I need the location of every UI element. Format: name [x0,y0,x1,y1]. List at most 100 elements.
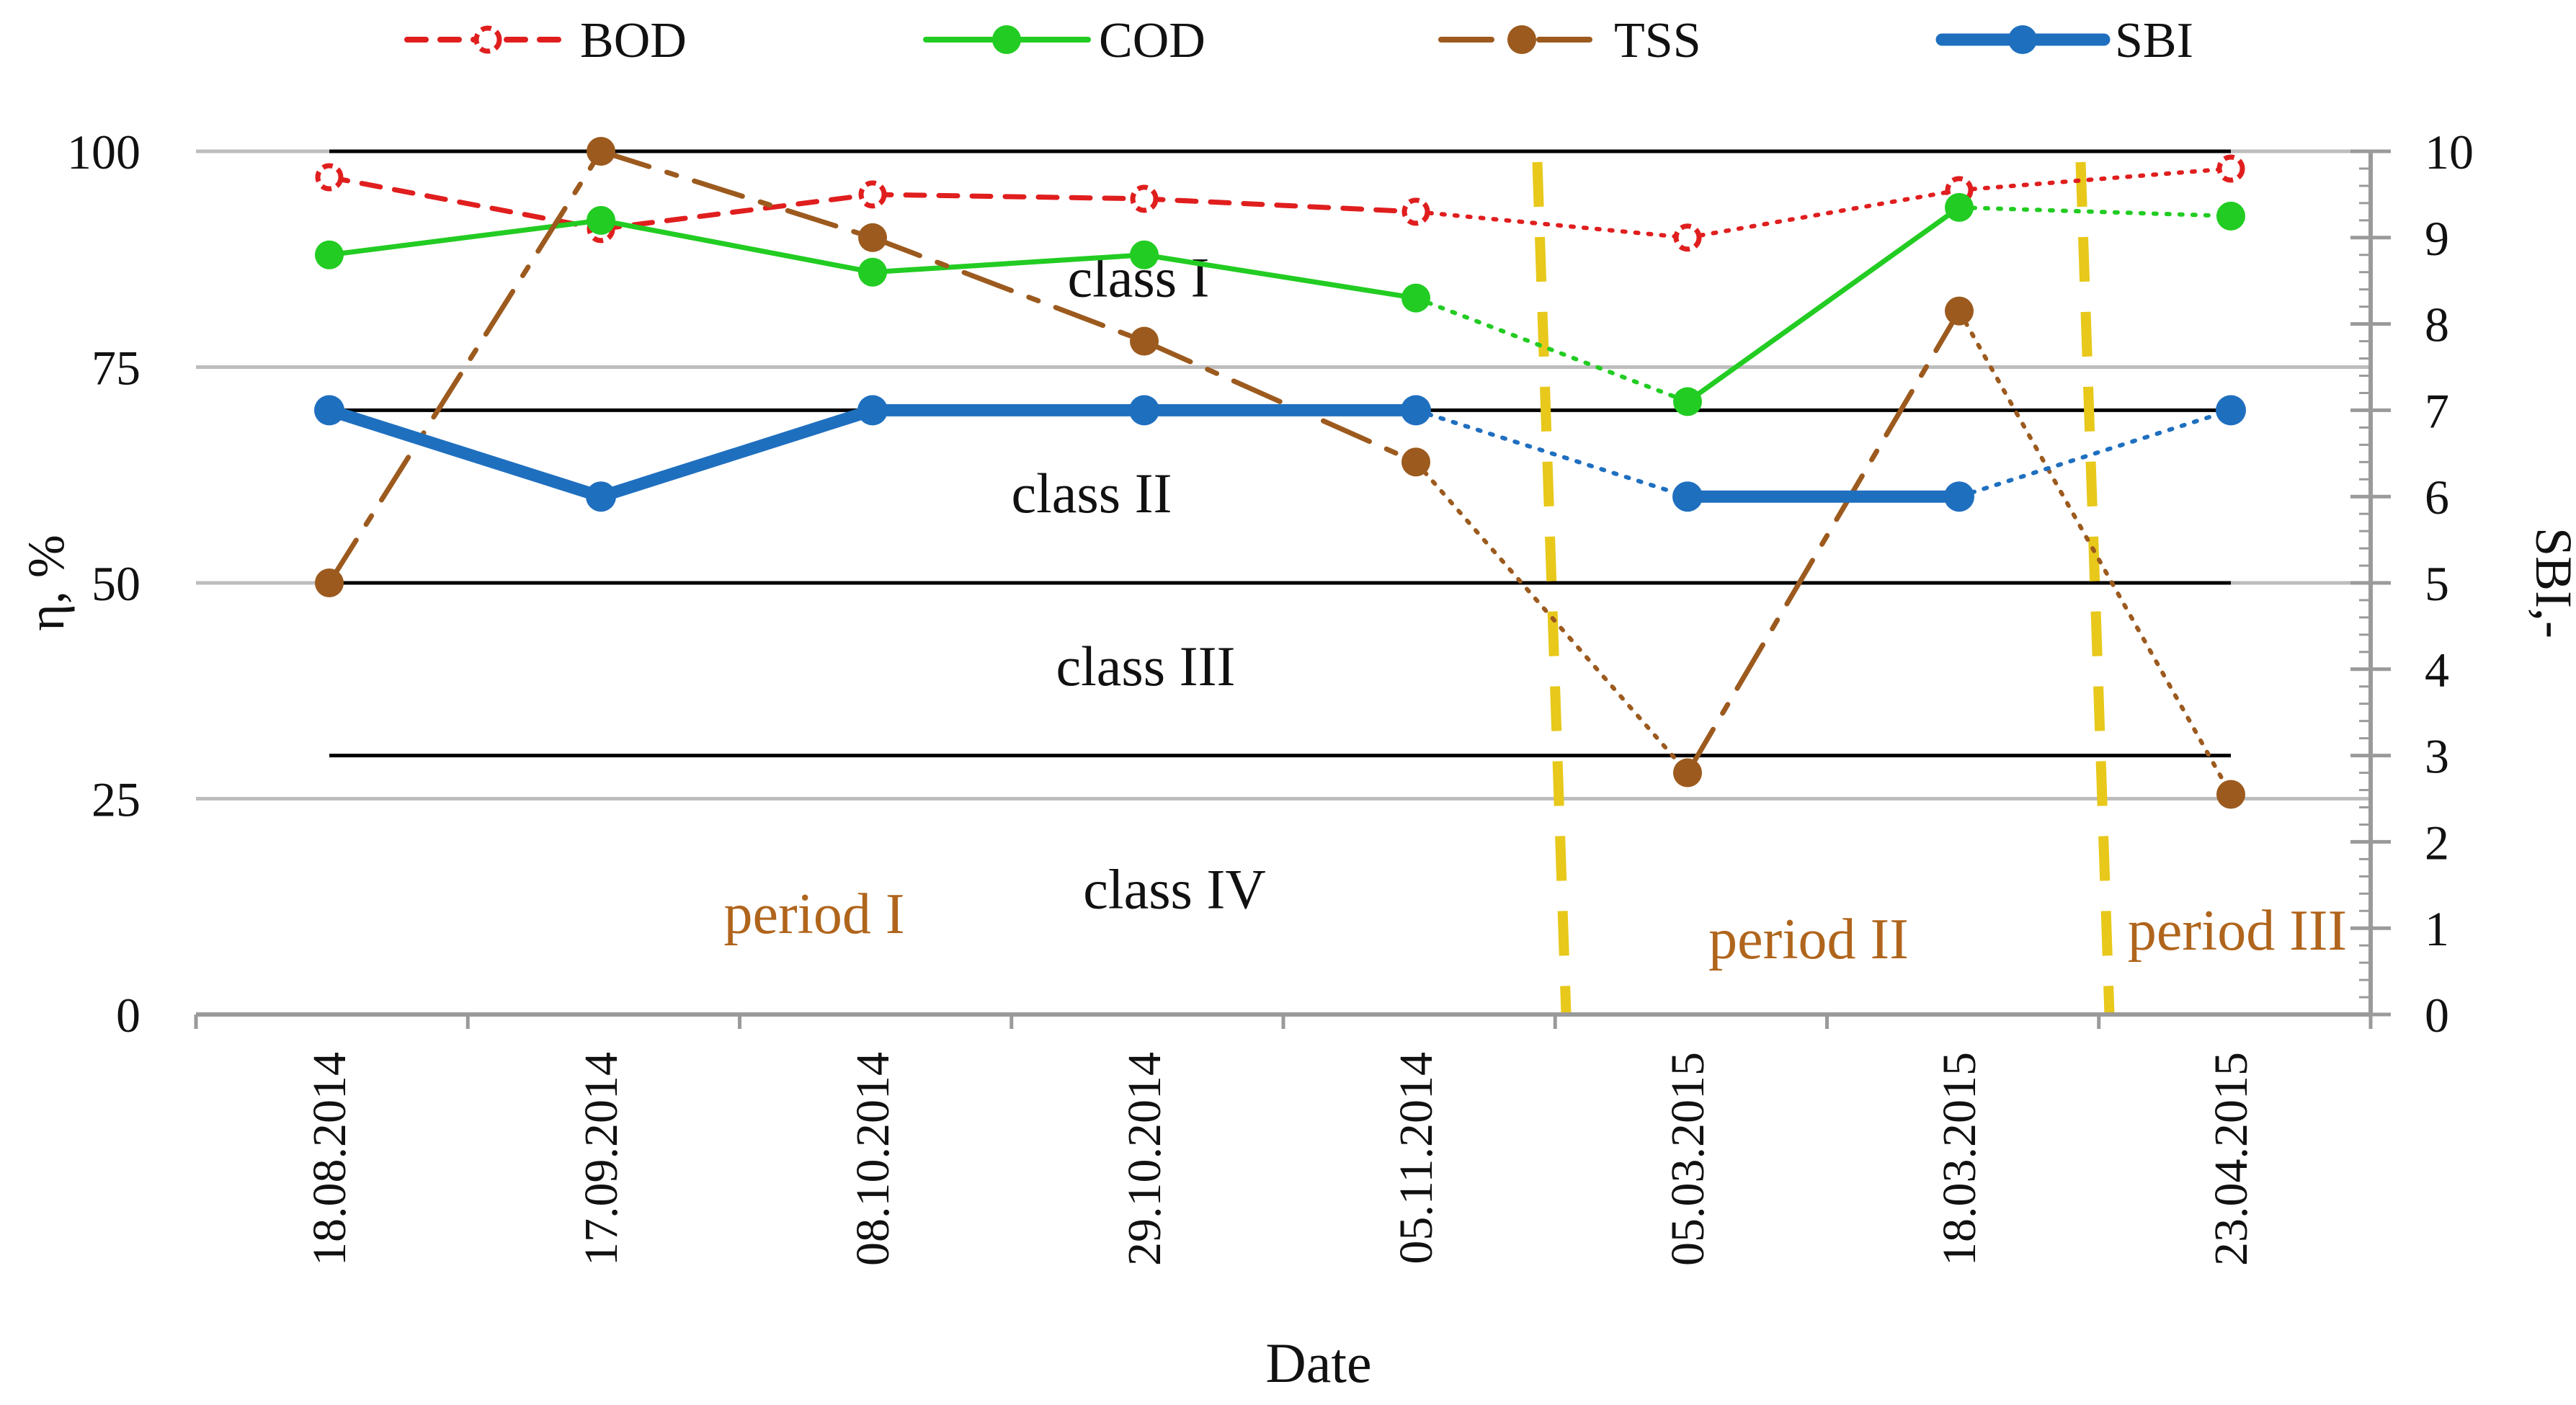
series-tss-marker [1401,447,1430,477]
period-divider-line [2075,161,2115,1015]
series-sbi-marker [586,481,616,512]
x-tick-label: 29.10.2014 [1118,1052,1171,1266]
legend-marker-bod [473,25,502,54]
legend: BOD COD TSS SBI [404,13,2193,68]
series-sbi-marker [1129,395,1159,426]
series-tss-segment [1414,460,1690,775]
y-left-tick-label: 0 [116,988,141,1043]
series-bod-marker [2216,154,2245,183]
series-cod-marker [315,240,344,269]
series-cod-marker [1945,192,1974,222]
series-sbi-marker [857,395,888,426]
series-cod-segment [1685,205,1962,404]
y-right-tick-label: 5 [2425,556,2449,611]
series-tss-segment [326,148,604,586]
series-sbi-marker [314,395,344,426]
y-right-tick-label: 3 [2425,729,2449,784]
series-sbi-segment [594,403,879,503]
series-bod-segment [1957,166,2233,192]
period-label: period I [723,883,904,946]
x-tick-label: 17.09.2014 [575,1052,628,1266]
legend-label-cod: COD [1099,13,1205,68]
class-label-bg [1043,850,1306,923]
series-bod-segment [598,192,875,232]
series-cod [315,192,2245,416]
series-bod-segment [1685,187,1961,240]
series-cod-marker [587,205,615,235]
x-tick-label: 05.03.2015 [1662,1052,1714,1266]
legend-marker-tss [1507,25,1536,54]
series-tss-marker [858,223,887,252]
series-sbi [314,395,2246,512]
series-sbi-marker [2216,395,2246,426]
class-label: class II [1011,462,1172,525]
legend-label-sbi: SBI [2115,13,2193,68]
series-tss-segment [1957,308,2233,797]
series-cod-segment [1141,252,1419,301]
y-right-tick-label: 9 [2425,211,2449,266]
period-dividers [1532,161,2115,1015]
series-sbi-marker [1944,481,1974,512]
series-bod-segment [1414,209,1690,240]
period-label: period III [2128,899,2347,963]
series-sbi-segment [1414,408,1690,499]
series-tss-segment [1141,339,1419,465]
class-label-bg [1001,627,1291,700]
y-right-tick-label: 7 [2425,383,2449,438]
y-left-axis-title: η, % [17,535,75,631]
series-tss-segment [598,148,875,241]
class-label: class III [1056,635,1235,697]
x-tick-label: 23.04.2015 [2205,1052,2258,1266]
series-cod-marker [858,257,887,287]
legend-marker-cod [992,25,1021,54]
series-tss-marker [2216,780,2245,809]
x-tick-label: 05.11.2014 [1390,1052,1443,1264]
class-label-bg [961,455,1223,527]
axes: 0 25 50 75 100 0 1 2 3 4 5 6 7 8 9 10 η, % SBI,- Date 18.08… [17,125,2576,1394]
y-right-axis-title: SBI,- [2525,527,2576,638]
series-sbi-segment [1957,408,2233,499]
series-bod-marker [1401,197,1430,226]
x-axis-title: Date [1265,1332,1371,1394]
series-tss-marker [587,137,615,166]
series-cod-segment [598,218,875,275]
series-cod-marker [1130,240,1159,269]
y-left-tick-label: 25 [92,772,141,827]
series-tss [315,137,2245,809]
y-right-tick-label: 2 [2425,815,2449,870]
y-right-tick-label: 1 [2425,901,2449,956]
y-right-tick-label: 10 [2425,125,2474,179]
legend-label-tss: TSS [1614,13,1701,68]
series-tss-segment [1685,308,1962,776]
series-cod-marker [2216,201,2245,231]
series-sbi-segment [323,403,607,503]
period-divider-line [1532,161,1572,1015]
series-cod-segment [326,218,604,258]
series-cod-segment [870,252,1147,275]
class-label: class IV [1083,857,1265,920]
series-sbi-marker [1401,395,1431,426]
series-bod-marker [315,163,344,192]
series-tss-segment [870,235,1147,344]
y-right-tick-label: 4 [2425,643,2449,697]
series-tss-marker [315,568,344,597]
x-tick-label: 18.08.2014 [303,1052,356,1266]
series-bod-marker [1673,223,1702,252]
series-bod-segment [870,192,1147,202]
y-right-tick-label: 8 [2425,298,2449,352]
series-tss-marker [1673,758,1702,788]
period-label: period II [1708,908,1909,971]
y-right-tick-label: 6 [2425,470,2449,525]
y-right-tick-label: 0 [2425,988,2449,1043]
series-cod-marker [1673,387,1702,416]
series-bod-marker [858,180,887,209]
series-cod-segment [1414,295,1690,404]
x-tick-label: 18.03.2015 [1933,1052,1986,1266]
legend-marker-sbi [2008,25,2037,54]
y-left-tick-label: 75 [92,341,141,396]
series-cod-marker [1401,283,1430,313]
series-tss-marker [1945,296,1974,326]
series-bod-segment [1141,196,1419,215]
